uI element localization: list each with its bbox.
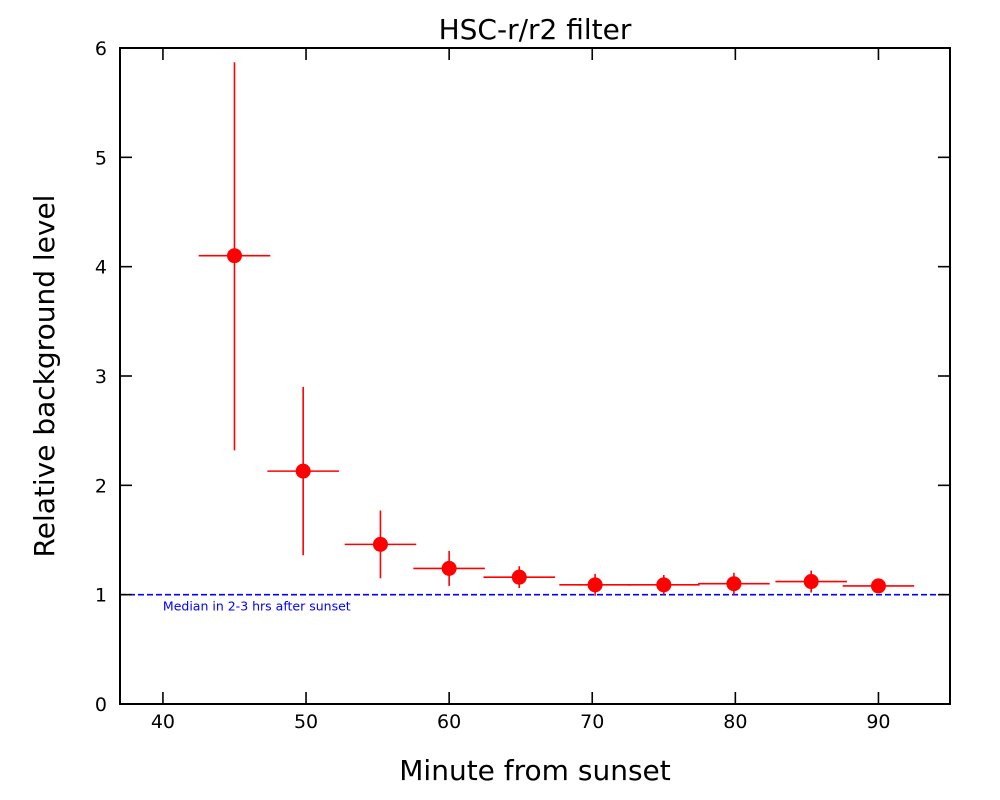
data-marker xyxy=(870,578,886,594)
y-tick-label: 5 xyxy=(95,147,107,169)
y-tick-label: 2 xyxy=(95,475,107,497)
data-marker xyxy=(511,569,527,585)
y-axis-label: Relative background level xyxy=(28,195,61,558)
y-tick-label: 1 xyxy=(95,585,107,607)
reference-line-group: Median in 2-3 hrs after sunset xyxy=(120,593,950,614)
data-point xyxy=(559,573,631,596)
x-tick-label: 50 xyxy=(294,711,318,733)
x-tick-label: 70 xyxy=(580,711,604,733)
data-point xyxy=(344,510,417,579)
data-point xyxy=(413,550,485,586)
x-tick-label: 40 xyxy=(151,711,175,733)
y-tick-label: 3 xyxy=(95,366,107,388)
data-marker xyxy=(803,574,819,590)
data-marker xyxy=(587,577,603,593)
data-marker xyxy=(726,576,742,592)
data-point xyxy=(775,570,847,593)
y-tick-label: 4 xyxy=(95,257,107,279)
data-marker xyxy=(226,248,242,264)
data-point xyxy=(198,62,271,451)
data-point xyxy=(267,386,339,556)
x-tick-label: 60 xyxy=(437,711,461,733)
median-annotation: Median in 2-3 hrs after sunset xyxy=(163,599,351,614)
data-marker xyxy=(656,577,672,593)
data-point xyxy=(842,578,915,594)
y-tick-label: 6 xyxy=(95,38,107,60)
y-tick-label: 0 xyxy=(95,694,107,716)
data-point xyxy=(483,566,556,589)
x-tick-label: 80 xyxy=(723,711,747,733)
data-marker xyxy=(441,560,457,576)
axis-ticks: 40 50 60 70 80 90 0 1 2 3 4 5 6 xyxy=(95,38,950,733)
data-point xyxy=(698,572,770,595)
data-series xyxy=(198,62,915,596)
data-marker xyxy=(295,463,311,479)
data-point xyxy=(628,574,700,595)
x-tick-label: 90 xyxy=(866,711,890,733)
x-axis-label: Minute from sunset xyxy=(399,754,670,787)
data-marker xyxy=(372,536,388,552)
chart-title: HSC-r/r2 filter xyxy=(439,13,632,46)
